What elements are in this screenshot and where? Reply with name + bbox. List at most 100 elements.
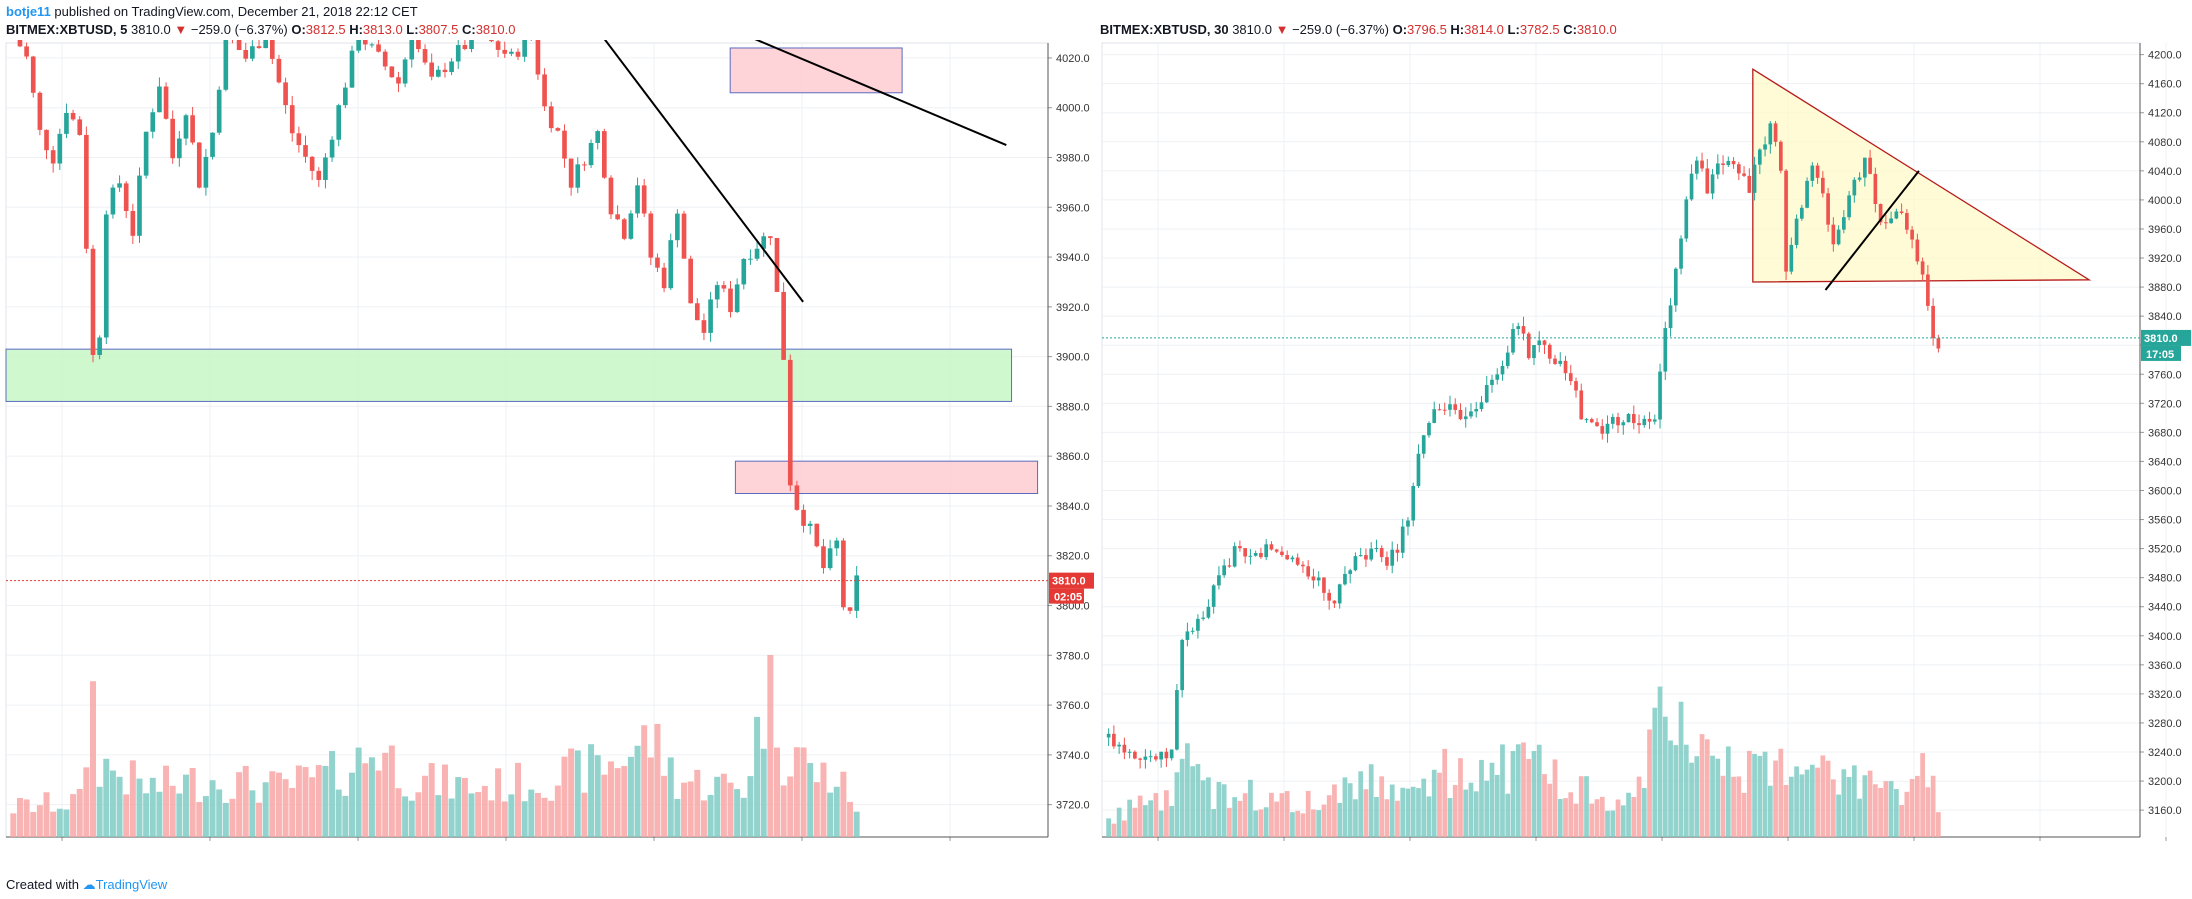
chart-5min[interactable]: 4020.0 4000.0 3980.0 3960.0 3940.0 3920.0 3900… (0, 40, 1095, 843)
volume-bar (222, 802, 229, 837)
volume-bar (541, 797, 548, 837)
footer-brand[interactable]: TradingView (95, 877, 168, 892)
volume-bar (196, 802, 203, 837)
trendline (603, 40, 804, 303)
volume-bar (1820, 755, 1826, 837)
author-name[interactable]: botje11 (6, 4, 51, 19)
candle (1232, 546, 1237, 567)
candle (1805, 180, 1809, 208)
candle (502, 49, 508, 54)
volume-bar (594, 755, 601, 837)
volume-bar (1815, 767, 1820, 837)
volume-bar (1872, 784, 1878, 837)
candle (1894, 211, 1899, 219)
candle (1185, 631, 1190, 640)
chart-30min[interactable]: 4200.0 4160.0 4120.0 4080.0 4040.0 4000.0 3960… (1100, 40, 2192, 843)
volume-bar (1694, 756, 1700, 837)
volume-bar (515, 762, 521, 837)
y-tick-label: 3320.0 (2148, 689, 2182, 701)
candle (1180, 639, 1184, 691)
countdown-label: 02:05 (1054, 592, 1082, 604)
down-triangle-icon: ▼ (1275, 22, 1289, 37)
y-tick-label: 4160.0 (2148, 79, 2182, 91)
trendline (1824, 170, 1920, 291)
candle (1600, 426, 1605, 434)
candle (668, 240, 674, 289)
high-label: H: (1450, 22, 1465, 37)
candle (1642, 418, 1647, 426)
volume-bar (1752, 753, 1757, 837)
volume-bar (63, 809, 70, 837)
candle (1873, 173, 1878, 205)
candle (44, 129, 49, 151)
candle (1516, 326, 1521, 329)
candle (1526, 333, 1531, 359)
candle (349, 50, 355, 88)
volume-bar (275, 772, 282, 837)
candle (827, 548, 833, 569)
candle (1458, 409, 1463, 420)
candle (748, 258, 753, 260)
candle (1563, 360, 1568, 374)
volume-bar (1248, 779, 1253, 837)
candle (256, 46, 262, 49)
volume-bar (428, 763, 435, 837)
volume-bar (415, 792, 422, 837)
candle (1547, 344, 1552, 359)
y-tick-label: 3720.0 (1056, 800, 1090, 812)
volume-bar (1668, 740, 1673, 837)
volume-bar (621, 765, 628, 837)
last-price-box (1049, 572, 1094, 589)
candle (1799, 207, 1804, 219)
y-tick-label: 4020.0 (1056, 53, 1090, 65)
volume-bar (1431, 769, 1437, 837)
candle (469, 40, 474, 50)
volume-bar (1479, 759, 1484, 837)
y-tick-label: 3900.0 (1056, 352, 1090, 364)
candle (1243, 548, 1248, 557)
candle (1133, 751, 1137, 759)
volume-bar (1620, 805, 1626, 837)
volume-bar (289, 788, 296, 837)
candle (1143, 756, 1148, 760)
volume-bar (1862, 775, 1868, 837)
trendline (754, 40, 1007, 146)
volume-bar (1641, 787, 1647, 837)
volume-bar (1631, 797, 1637, 837)
volume-bar (1851, 765, 1857, 837)
volume-bar (787, 776, 794, 837)
candle (1311, 576, 1316, 581)
volume-bar (488, 800, 495, 837)
symbol-label[interactable]: BITMEX:XBTUSD, 5 (6, 22, 128, 37)
volume-bar (1279, 793, 1285, 837)
symbol-label[interactable]: BITMEX:XBTUSD, 30 (1100, 22, 1229, 37)
candle (216, 89, 222, 133)
volume-bar (1552, 759, 1558, 837)
candle (1343, 573, 1347, 585)
volume-bar (1531, 751, 1537, 837)
candle (761, 236, 767, 249)
volume-bar (1909, 779, 1915, 837)
volume-bar (1458, 758, 1463, 837)
candle (1878, 204, 1883, 223)
y-tick-label: 3960.0 (1056, 202, 1090, 214)
volume-bar (1137, 795, 1143, 837)
left-symbol-legend: BITMEX:XBTUSD, 5 3810.0 ▼ −259.0 (−6.37%… (6, 22, 515, 38)
candle (1138, 758, 1142, 760)
candle (1222, 565, 1226, 576)
volume-bar (282, 779, 289, 837)
candle (1175, 690, 1179, 750)
volume-bar (495, 768, 502, 837)
volume-bar (1710, 755, 1715, 837)
low-value: 3807.5 (418, 22, 459, 37)
volume-bar (1720, 775, 1726, 837)
volume-bar (461, 777, 468, 837)
resistance-zone (734, 460, 1039, 495)
tradingview-logo-icon: ☁ (82, 877, 96, 892)
candle (768, 236, 773, 238)
volume-bar (847, 801, 854, 837)
volume-bar (1463, 789, 1469, 837)
candle (1511, 328, 1515, 353)
candle (1495, 374, 1500, 380)
candle (714, 285, 720, 300)
